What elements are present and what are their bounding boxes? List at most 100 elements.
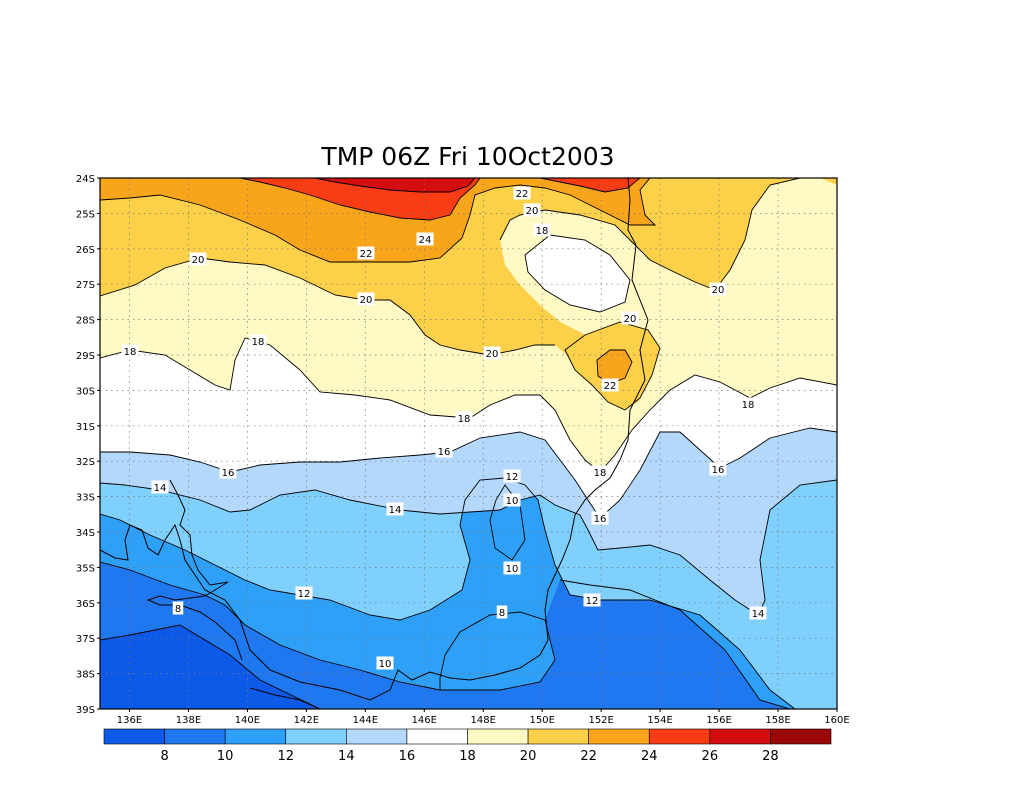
- contour-label: 24: [419, 235, 432, 246]
- x-tick-label: 146E: [412, 715, 437, 726]
- contour-label: 16: [594, 514, 607, 525]
- contour-label: 18: [536, 226, 549, 237]
- colorbar-label: 24: [641, 749, 658, 764]
- contour-label: 18: [252, 337, 265, 348]
- contour-label: 18: [458, 414, 471, 425]
- x-tick-label: 138E: [176, 715, 201, 726]
- y-tick-label: 26S: [76, 245, 95, 256]
- colorbar-swatch: [224, 728, 287, 745]
- y-tick-label: 39S: [76, 705, 95, 716]
- contour-label-bg: [376, 656, 394, 670]
- colorbar-label: 28: [762, 749, 779, 764]
- isotherm-26: [314, 178, 476, 193]
- isotherm-22-cell: [596, 349, 633, 385]
- contour-label-bg: [189, 252, 207, 266]
- x-tick-label: 154E: [647, 715, 672, 726]
- y-tick-label: 35S: [76, 563, 95, 574]
- isotherm-8-cell: [439, 611, 556, 691]
- contour-label-bg: [249, 334, 267, 348]
- x-tick-label: 142E: [294, 715, 319, 726]
- contour-label: 14: [389, 505, 402, 516]
- isotherm-12: [100, 477, 796, 709]
- contour-label-bg: [496, 605, 508, 619]
- colorbar-label: 12: [277, 749, 294, 764]
- coastline: [100, 178, 649, 709]
- band-22-24: [100, 178, 837, 262]
- contour-label: 8: [175, 604, 181, 615]
- x-tick-label: 156E: [706, 715, 731, 726]
- isotherm-8: [100, 624, 321, 709]
- contour-label: 10: [506, 496, 519, 507]
- contour-label: 10: [379, 659, 392, 670]
- contour-label: 8: [499, 608, 505, 619]
- contour-label: 14: [154, 483, 167, 494]
- y-tick-label: 36S: [76, 599, 95, 610]
- isotherm-18: [100, 337, 837, 473]
- colorbar-swatch: [588, 728, 650, 745]
- y-tick-label: 30S: [76, 386, 95, 397]
- y-tick-label: 34S: [76, 528, 95, 539]
- contour-label-bg: [435, 444, 453, 458]
- contour-label: 22: [516, 189, 529, 200]
- colorbar-label: 10: [217, 749, 234, 764]
- contour-labels: 20 18 18 16 14 22 20 18 24 22 20 18 20 16 12 10 10 12 8 12 1…: [121, 186, 767, 670]
- x-tick-label: 160E: [824, 715, 849, 726]
- band-24-26-east: [540, 178, 640, 192]
- contour-label: 20: [712, 285, 725, 296]
- colorbar-label: 22: [580, 749, 597, 764]
- x-tick-label: 158E: [765, 715, 790, 726]
- contour-label-bg: [172, 601, 184, 615]
- isotherm-10-cell: [489, 484, 526, 561]
- x-tick-label: 144E: [353, 715, 378, 726]
- band-26-28: [315, 178, 475, 192]
- x-tick-label: 152E: [588, 715, 613, 726]
- y-tick-label: 37S: [76, 634, 95, 645]
- contour-label-bg: [533, 223, 551, 237]
- y-tick-label: 33S: [76, 493, 95, 504]
- contour-label-bg: [621, 311, 639, 325]
- isotherm-20-cell: [564, 321, 661, 411]
- temperature-fill-regions: [100, 178, 837, 709]
- contour-label-bg: [709, 462, 727, 476]
- contour-label: 16: [438, 447, 451, 458]
- contour-label: 10: [506, 564, 519, 575]
- contour-label: 20: [486, 349, 499, 360]
- colorbar-swatch: [103, 728, 165, 745]
- colorbar-swatch: [467, 728, 529, 745]
- colorbar-label: 8: [160, 749, 168, 764]
- isotherm-10-east: [559, 579, 791, 709]
- isotherm-22: [100, 178, 657, 263]
- y-tick-label: 31S: [76, 422, 95, 433]
- cold-cell-18: [525, 235, 630, 312]
- x-tick-label: 136E: [117, 715, 142, 726]
- colorbar-label: 16: [399, 749, 416, 764]
- contour-label: 18: [124, 347, 137, 358]
- contour-label-bg: [386, 502, 404, 516]
- contour-label: 16: [712, 465, 725, 476]
- colorbar-swatch: [648, 728, 711, 745]
- contour-label: 14: [752, 609, 765, 620]
- x-axis-tick-labels: 136E 138E 140E 142E 144E 146E 148E 150E 152E 154E…: [117, 709, 850, 726]
- x-tick-label: 150E: [529, 715, 554, 726]
- colorbar-label: 20: [520, 749, 537, 764]
- colorbar-swatch: [346, 728, 408, 745]
- contour-label: 20: [526, 206, 539, 217]
- contour-label-bg: [219, 465, 237, 479]
- y-tick-label: 25S: [76, 209, 95, 220]
- contour-label-bg: [601, 378, 619, 392]
- colorbar-swatch: [709, 728, 771, 745]
- x-tick-label: 148E: [471, 715, 496, 726]
- y-tick-label: 38S: [76, 670, 95, 681]
- colorbar-swatch: [285, 728, 347, 745]
- contour-label-bg: [151, 480, 169, 494]
- contour-label: 22: [360, 249, 373, 260]
- contour-label-bg: [591, 465, 609, 479]
- contour-label: 16: [222, 468, 235, 479]
- isotherm-16: [100, 427, 837, 519]
- contour-label-bg: [749, 606, 767, 620]
- contour-label-bg: [357, 246, 375, 260]
- colorbar-swatch: [527, 728, 589, 745]
- contour-label: 12: [506, 472, 519, 483]
- isotherm-24: [239, 178, 481, 221]
